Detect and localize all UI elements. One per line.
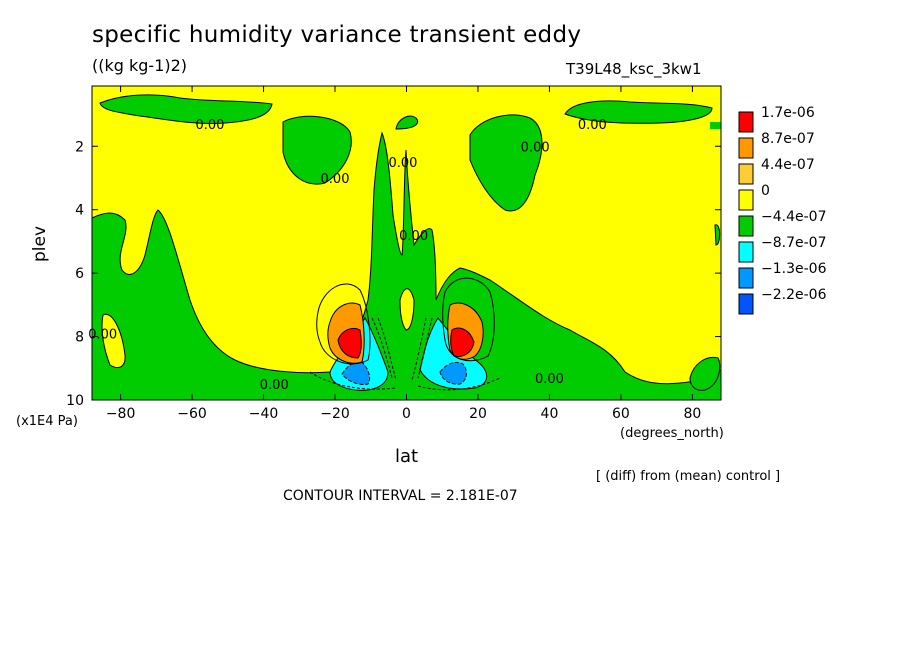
region-negative-left-mid — [282, 115, 352, 185]
x-tick-label: 60 — [612, 406, 630, 422]
x-tick-label: −20 — [320, 406, 350, 422]
contour-label: 0.00 — [521, 140, 550, 155]
colorbar-swatch — [738, 215, 754, 237]
contour-label: 0.00 — [578, 118, 607, 133]
y-tick-label: 2 — [75, 139, 84, 155]
region-negative-right-mid — [469, 114, 543, 212]
chart-units: ((kg kg-1)2) — [92, 56, 188, 75]
y-tick-label: 4 — [75, 203, 84, 219]
x-tick-label: 0 — [402, 406, 411, 422]
contour-negative-dashed-right — [411, 317, 501, 391]
x-tick-label: −60 — [177, 406, 207, 422]
region-zero-left-pocket — [101, 313, 126, 368]
contour-label: 0.00 — [321, 172, 350, 187]
contour-positive-left — [316, 283, 371, 365]
colorbar-swatch — [738, 241, 754, 263]
x-axis-label: lat — [395, 446, 419, 467]
x-tick-label: 20 — [469, 406, 487, 422]
colorbar-swatch — [738, 267, 754, 289]
region-negative-right-edge — [714, 224, 721, 246]
region-max-right — [450, 327, 475, 357]
colorbar-swatch — [738, 137, 754, 159]
colorbar-label: 4.4e-07 — [761, 157, 815, 173]
colorbar-swatch — [738, 189, 754, 211]
chart-title: specific humidity variance transient edd… — [92, 22, 582, 48]
colorbar-label: −2.2e-06 — [761, 287, 827, 303]
x-tick-label: 80 — [683, 406, 701, 422]
colorbar-swatch — [738, 293, 754, 315]
contour-positive-right — [442, 277, 495, 362]
region-zero-center-pocket — [399, 288, 415, 331]
y-tick-label: 6 — [75, 266, 84, 282]
run-id: T39L48_ksc_3kw1 — [566, 60, 702, 78]
contour-interval: CONTOUR INTERVAL = 2.181E-07 — [283, 488, 518, 504]
contour-label: 0.00 — [195, 118, 224, 133]
x-tick-label: 40 — [541, 406, 559, 422]
contour-label: 0.00 — [535, 372, 564, 387]
colorbar-label: 1.7e-06 — [761, 105, 815, 121]
region-negative-top-edge — [710, 122, 721, 129]
colorbar-label: −1.3e-06 — [761, 261, 827, 277]
region-negative-right-lobe — [689, 356, 721, 391]
colorbar-label: 8.7e-07 — [761, 131, 815, 147]
region-negative-small — [395, 115, 419, 130]
contour-label: 0.00 — [260, 378, 289, 393]
x-tick-label: −40 — [249, 406, 279, 422]
colorbar-label: −8.7e-07 — [761, 235, 826, 251]
x-tick-label: −80 — [106, 406, 136, 422]
colorbar-swatch — [738, 111, 754, 133]
contour-label: 0.00 — [388, 156, 417, 171]
colorbar-label: −4.4e-07 — [761, 209, 826, 225]
y-axis-units: (x1E4 Pa) — [16, 414, 78, 429]
region-negative-main — [91, 131, 722, 401]
y-tick-label: 10 — [66, 393, 84, 409]
diff-note: [ (diff) from (mean) control ] — [596, 469, 781, 484]
region-negative-top-right — [564, 100, 713, 124]
contour-label: 0.00 — [88, 327, 117, 342]
region-very-negative-right — [439, 361, 467, 385]
contour-negative-dashed-left — [309, 317, 397, 390]
region-negative-top-left — [99, 94, 273, 124]
contour-label: 0.00 — [399, 229, 428, 244]
region-max-left — [337, 327, 362, 359]
colorbar-swatch — [738, 163, 754, 185]
x-axis-units: (degrees_north) — [620, 426, 724, 441]
y-tick-label: 8 — [75, 330, 84, 346]
colorbar-label: 0 — [761, 183, 770, 199]
